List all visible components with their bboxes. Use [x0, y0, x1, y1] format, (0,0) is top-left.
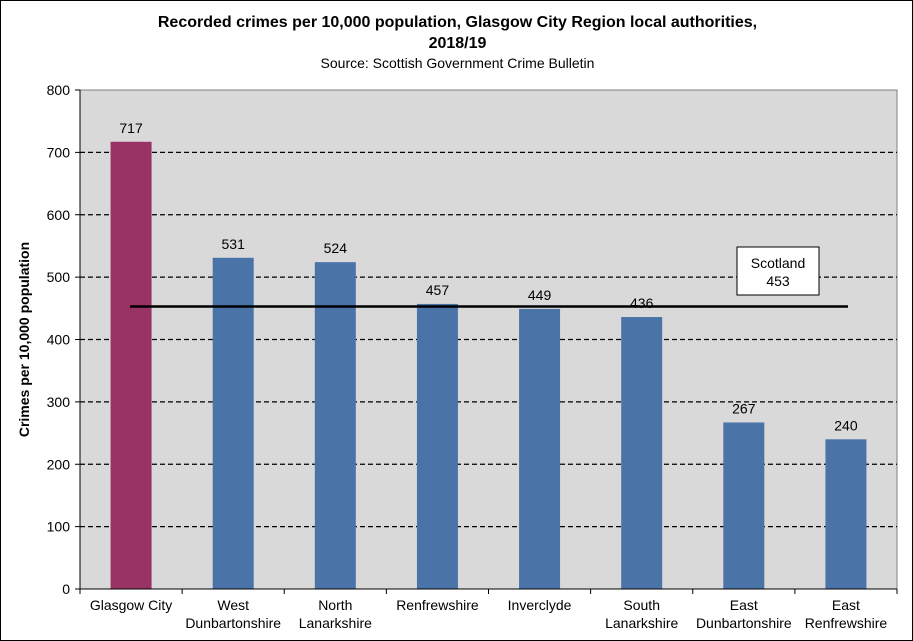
x-tick-label: South Lanarkshire	[605, 597, 678, 631]
bar	[519, 308, 561, 589]
x-tick-label-line: Dunbartonshire	[696, 615, 792, 631]
x-tick-label: East Dunbartonshire	[696, 597, 792, 631]
data-label: 449	[528, 287, 552, 303]
x-tick-label: North Lanarkshire	[299, 597, 372, 631]
chart-title-line-2: 2018/19	[428, 35, 487, 52]
data-label: 436	[630, 295, 654, 311]
bar	[110, 141, 152, 590]
x-tick-label: Renfrewshire	[396, 597, 479, 613]
x-tick-label: Inverclyde	[508, 597, 572, 613]
x-tick-label-line: Renfrewshire	[805, 615, 888, 631]
y-tick-label: 700	[47, 144, 71, 160]
scotland-reference-label: Scotland	[751, 255, 805, 271]
y-tick-label: 300	[47, 394, 71, 410]
chart-subtitle: Source: Scottish Government Crime Bullet…	[320, 55, 595, 71]
x-tick-label-line: North	[318, 597, 352, 613]
y-tick-label: 600	[47, 207, 71, 223]
x-tick-label: East Renfrewshire	[805, 597, 888, 631]
x-tick-label-line: Renfrewshire	[396, 597, 479, 613]
bar	[416, 303, 458, 589]
x-tick-label-line: Lanarkshire	[299, 615, 372, 631]
bar	[621, 317, 663, 589]
x-tick-label-line: Glasgow City	[90, 597, 172, 613]
data-label: 717	[119, 120, 143, 136]
bar	[825, 439, 867, 589]
x-tick-label-line: Dunbartonshire	[185, 615, 281, 631]
data-label: 524	[324, 240, 348, 256]
y-tick-label: 500	[47, 269, 71, 285]
x-tick-label-line: East	[730, 597, 758, 613]
bar	[723, 422, 765, 589]
data-label: 531	[222, 236, 246, 252]
bar	[314, 262, 356, 589]
x-tick-label-line: East	[832, 597, 860, 613]
chart-title-line-1: Recorded crimes per 10,000 population, G…	[157, 14, 758, 31]
x-tick-label-line: Lanarkshire	[605, 615, 678, 631]
x-tick-label: West Dunbartonshire	[185, 597, 281, 631]
data-label: 457	[426, 282, 450, 298]
bar	[212, 257, 254, 589]
x-tick-label-line: Inverclyde	[508, 597, 572, 613]
y-tick-label: 100	[47, 519, 71, 535]
scotland-reference-box	[736, 246, 820, 296]
x-tick-label-line: West	[217, 597, 249, 613]
y-tick-label: 0	[62, 581, 70, 597]
x-tick-label-line: South	[623, 597, 660, 613]
y-tick-label: 800	[47, 82, 71, 98]
y-tick-label: 200	[47, 456, 71, 472]
x-tick-label: Glasgow City	[90, 597, 172, 613]
scotland-reference-value: 453	[766, 273, 790, 289]
y-axis-label: Crimes per 10,000 population	[16, 242, 32, 437]
data-label: 267	[732, 400, 756, 416]
y-tick-label: 400	[47, 332, 71, 348]
data-label: 240	[834, 417, 858, 433]
